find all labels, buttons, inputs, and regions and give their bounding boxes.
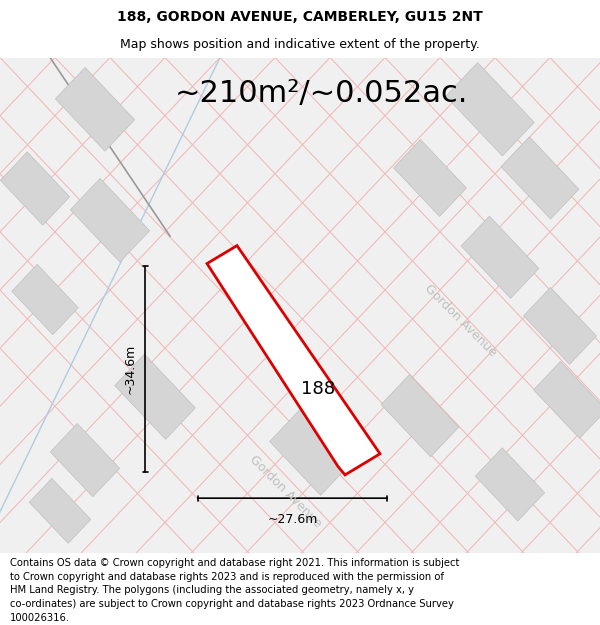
Text: ~27.6m: ~27.6m [268, 513, 317, 526]
Polygon shape [12, 264, 78, 334]
Text: Map shows position and indicative extent of the property.: Map shows position and indicative extent… [120, 38, 480, 51]
Polygon shape [1, 152, 70, 225]
Polygon shape [50, 424, 119, 497]
Polygon shape [461, 216, 539, 298]
Polygon shape [29, 478, 91, 543]
Polygon shape [381, 374, 459, 457]
Polygon shape [524, 288, 596, 364]
Text: Contains OS data © Crown copyright and database right 2021. This information is : Contains OS data © Crown copyright and d… [10, 558, 460, 622]
Polygon shape [446, 62, 534, 156]
Polygon shape [475, 448, 545, 521]
Polygon shape [533, 361, 600, 438]
Polygon shape [501, 137, 579, 219]
Polygon shape [55, 68, 134, 151]
Text: ~34.6m: ~34.6m [124, 344, 137, 394]
Polygon shape [394, 139, 466, 216]
Text: Gordon Avenue: Gordon Avenue [421, 282, 499, 359]
Polygon shape [115, 354, 196, 439]
Text: 188: 188 [301, 381, 335, 398]
Polygon shape [70, 178, 149, 262]
Text: ~210m²/~0.052ac.: ~210m²/~0.052ac. [175, 79, 469, 108]
Polygon shape [269, 410, 350, 496]
Polygon shape [207, 246, 380, 475]
Text: Gordon Avenue: Gordon Avenue [247, 453, 323, 531]
Text: 188, GORDON AVENUE, CAMBERLEY, GU15 2NT: 188, GORDON AVENUE, CAMBERLEY, GU15 2NT [117, 10, 483, 24]
